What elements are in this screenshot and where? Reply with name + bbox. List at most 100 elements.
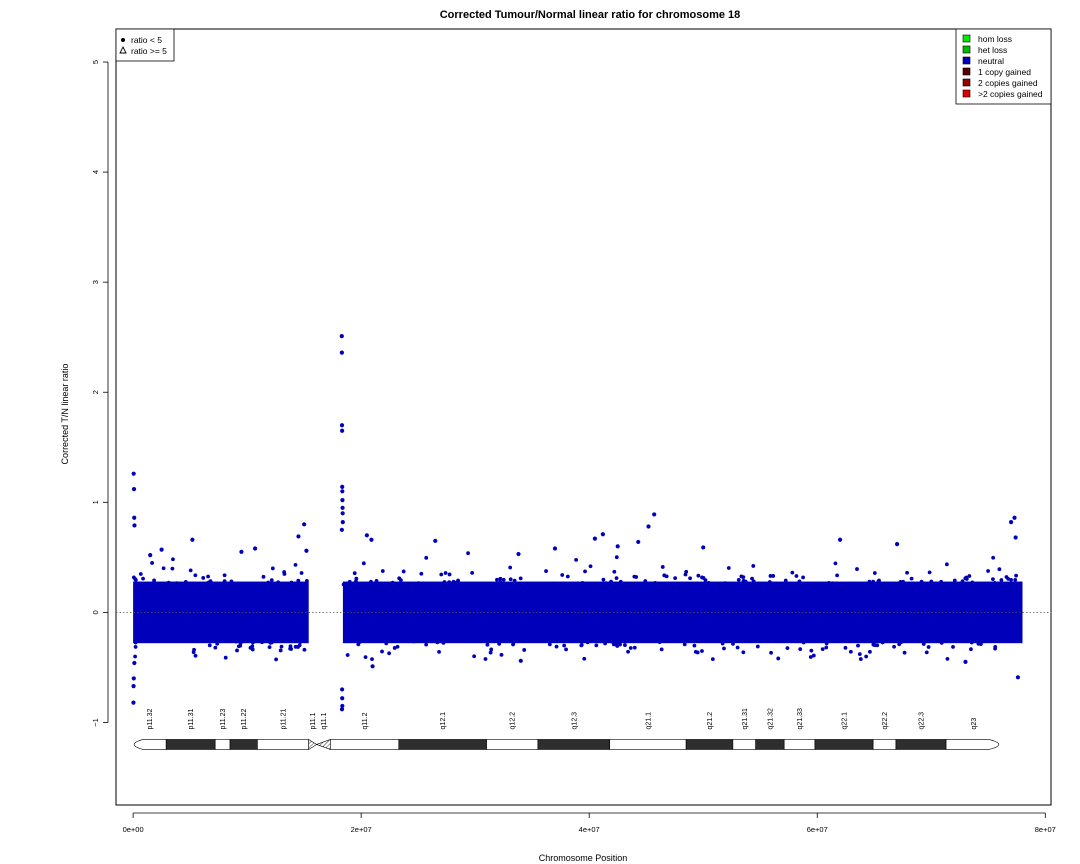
- data-point: [512, 578, 517, 583]
- data-point: [148, 553, 153, 558]
- data-point: [646, 582, 651, 587]
- y-tick-label: 4: [91, 170, 100, 174]
- legend-copy-number-box: [955, 28, 1052, 105]
- data-point: [141, 576, 145, 581]
- data-point: [522, 648, 527, 652]
- data-point: [1015, 675, 1021, 680]
- data-point: [964, 575, 969, 580]
- data-point: [267, 645, 272, 649]
- data-point: [508, 565, 513, 570]
- data-point: [243, 638, 248, 643]
- data-point: [558, 581, 563, 586]
- y-tick-label: 0: [91, 610, 100, 614]
- data-point: [604, 581, 608, 586]
- data-point: [741, 578, 746, 583]
- data-point: [735, 645, 740, 650]
- data-point: [1008, 520, 1014, 525]
- ideogram-band-label: q21.2: [707, 712, 714, 730]
- legend-copy-number-label: het loss: [978, 45, 1007, 55]
- legend-filled-circle-icon: [121, 38, 125, 42]
- data-point: [416, 581, 421, 586]
- data-point: [544, 569, 548, 573]
- plot-frame: [115, 28, 1052, 806]
- data-point: [268, 640, 273, 645]
- data-point: [776, 656, 781, 661]
- data-point: [380, 569, 385, 573]
- data-point: [201, 576, 206, 580]
- data-point: [302, 522, 307, 527]
- data-point: [811, 653, 816, 658]
- data-point: [992, 581, 997, 585]
- ideogram-band-label: q11.2: [362, 712, 369, 729]
- data-point: [609, 579, 613, 584]
- data-point: [340, 687, 345, 692]
- data-point: [921, 642, 926, 646]
- data-point: [166, 580, 171, 585]
- data-point: [944, 562, 949, 567]
- data-point: [486, 581, 491, 586]
- data-point: [516, 551, 521, 557]
- data-point: [951, 645, 955, 649]
- data-point: [395, 644, 400, 649]
- data-point: [161, 566, 166, 571]
- data-point: [736, 577, 741, 582]
- data-point: [615, 544, 620, 549]
- data-point: [451, 579, 456, 584]
- data-point: [435, 640, 440, 645]
- data-point: [369, 582, 374, 587]
- data-point: [626, 649, 630, 654]
- data-point: [223, 655, 228, 660]
- data-point: [397, 576, 402, 581]
- data-point: [612, 569, 617, 574]
- data-point: [560, 573, 565, 577]
- data-point: [442, 580, 447, 584]
- data-point: [740, 638, 745, 643]
- data-point: [133, 640, 138, 645]
- data-point: [384, 641, 389, 646]
- ideogram-band-label: p11.1: [310, 712, 317, 729]
- data-point: [710, 657, 715, 661]
- legend-copy-number-label: hom loss: [978, 34, 1012, 44]
- data-point: [770, 581, 775, 586]
- data-point: [801, 582, 806, 587]
- data-point: [657, 640, 662, 645]
- data-point: [266, 580, 271, 585]
- data-point: [926, 645, 931, 649]
- data-point: [433, 538, 438, 543]
- data-point: [809, 648, 814, 653]
- data-point: [192, 647, 196, 652]
- data-point: [188, 568, 193, 573]
- data-point: [551, 581, 555, 586]
- data-point: [894, 542, 900, 547]
- data-point: [239, 549, 244, 554]
- data-point: [508, 577, 513, 582]
- data-point: [986, 569, 990, 573]
- ideogram-band: [872, 739, 897, 750]
- data-point: [488, 650, 493, 655]
- data-point: [872, 643, 877, 648]
- data-point: [855, 567, 859, 571]
- data-point: [190, 537, 195, 542]
- data-point: [580, 580, 585, 585]
- data-point: [756, 581, 761, 586]
- data-point: [611, 642, 616, 647]
- legend-symbol-label: ratio < 5: [131, 35, 162, 45]
- data-point: [503, 582, 508, 587]
- data-point: [700, 649, 704, 653]
- data-point: [387, 651, 391, 656]
- ideogram-band: [315, 739, 331, 750]
- data-point: [688, 576, 692, 581]
- data-point: [411, 639, 416, 644]
- data-point: [282, 570, 287, 574]
- data-point: [706, 581, 711, 585]
- data-point: [614, 555, 619, 560]
- data-point: [569, 638, 574, 643]
- data-point: [769, 650, 773, 655]
- data-point: [632, 645, 637, 650]
- data-point: [991, 638, 995, 643]
- y-axis: −1 0 1 2 3 4 5: [91, 60, 109, 727]
- data-point: [909, 576, 914, 581]
- x-axis-label: Chromosome Position: [539, 853, 628, 863]
- data-point: [546, 638, 551, 643]
- y-tick-label: 5: [91, 60, 100, 64]
